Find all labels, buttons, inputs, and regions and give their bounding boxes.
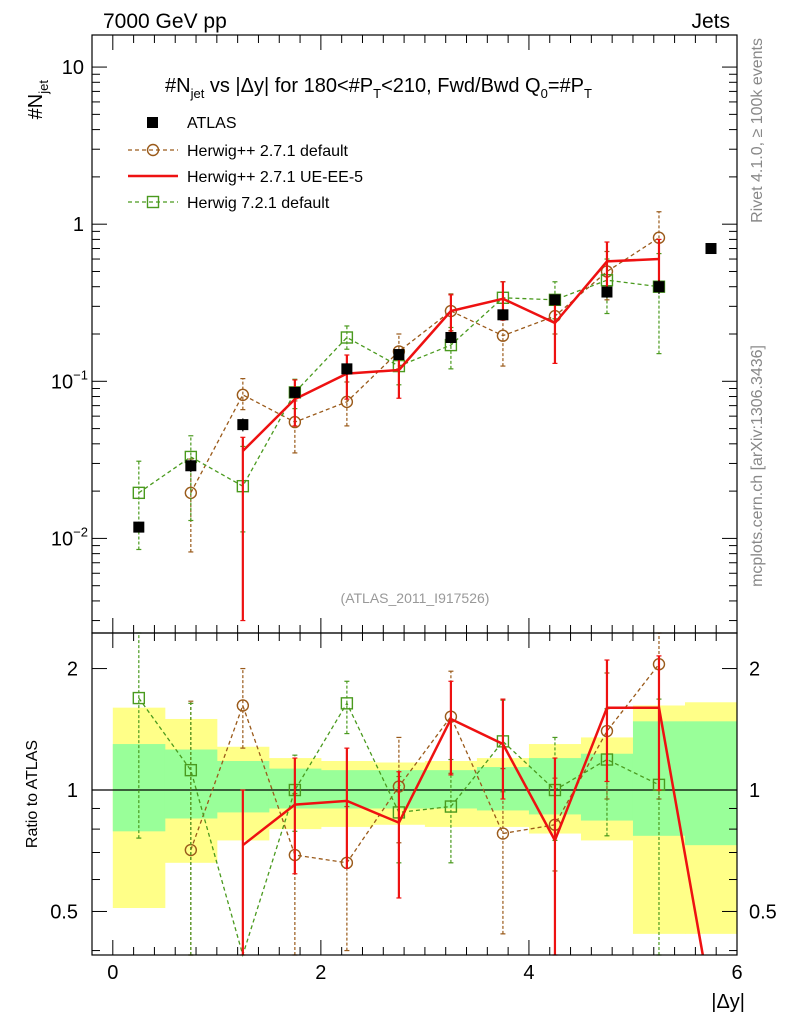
main-point-atlas xyxy=(445,331,457,343)
legend: ATLAS Herwig++ 2.7.1 default Herwig++ 2.… xyxy=(128,115,363,212)
legend-label-atlas: ATLAS xyxy=(187,115,237,132)
ratio-xtick-label: 4 xyxy=(523,962,534,984)
ratio-xtick-label: 6 xyxy=(731,962,742,984)
ratio-ytick-label-right: 0.5 xyxy=(749,901,777,923)
ratio-ytick-label: 0.5 xyxy=(50,901,78,923)
legend-label-herwig72: Herwig 7.2.1 default xyxy=(187,195,330,212)
main-point-atlas xyxy=(289,386,301,398)
ratio-point-herwig-default xyxy=(236,699,250,712)
ratio-panel: 0.5 0.5 1 1 2 2 0 2 4 6 Ratio to ATLAS |Δy| xyxy=(24,632,777,1013)
main-point-atlas xyxy=(133,521,145,533)
main-point-atlas xyxy=(653,281,665,293)
main-ytick-label: 10 xyxy=(62,57,84,79)
legend-label-herwig-ueee5: Herwig++ 2.7.1 UE-EE-5 xyxy=(187,169,363,186)
main-panel: 10−2 10−1 1 10 #Njet vs |Δy| for 180<#PT<21… xyxy=(25,34,738,634)
ratio-point-herwig72 xyxy=(132,691,146,705)
legend-entry-herwig-ueee5: Herwig++ 2.7.1 UE-EE-5 xyxy=(128,169,363,186)
ratio-point-herwig72 xyxy=(444,800,458,813)
ratio-ytick-label: 1 xyxy=(67,780,78,802)
ratio-point-herwig72 xyxy=(340,697,354,710)
legend-entry-herwig72: Herwig 7.2.1 default xyxy=(128,195,330,212)
legend-entry-atlas: ATLAS xyxy=(147,115,237,132)
main-point-herwig-default xyxy=(496,329,510,342)
main-point-herwig72 xyxy=(132,486,146,500)
main-ylabel: #Njet xyxy=(25,80,51,120)
ratio-line-herwig_ueee5 xyxy=(242,706,705,956)
main-ytick-label: 10−1 xyxy=(51,367,88,393)
ratio-point-herwig-default xyxy=(496,827,510,840)
ratio-line-herwig_default xyxy=(190,663,660,864)
ratio-ytick-label-right: 1 xyxy=(749,780,760,802)
main-point-herwig72 xyxy=(340,331,354,344)
ratio-point-herwig72 xyxy=(184,763,198,777)
x-axis-label: |Δy| xyxy=(711,991,745,1013)
main-point-atlas xyxy=(237,419,249,431)
main-point-atlas xyxy=(393,349,405,361)
header-left: 7000 GeV pp xyxy=(103,10,227,33)
legend-entry-herwig-default: Herwig++ 2.7.1 default xyxy=(128,143,349,160)
ratio-xtick-label: 2 xyxy=(315,962,326,984)
ratio-ytick-label-right: 2 xyxy=(749,659,760,681)
reference-tag: (ATLAS_2011_I917526) xyxy=(341,590,490,606)
header-right: Jets xyxy=(691,10,730,33)
main-ytick-label: 1 xyxy=(73,214,84,236)
main-point-atlas xyxy=(705,243,717,255)
main-ytick-label: 10−2 xyxy=(51,524,88,550)
ratio-xtick-label: 0 xyxy=(107,962,118,984)
main-point-atlas xyxy=(601,286,613,298)
ratio-band-inner xyxy=(684,721,738,846)
main-point-atlas xyxy=(497,309,509,321)
main-point-herwig-default xyxy=(236,388,250,402)
main-point-atlas xyxy=(185,460,197,472)
main-point-atlas xyxy=(549,294,561,306)
side-label-top: Rivet 4.1.0, ≥ 100k events xyxy=(749,38,766,223)
side-label-bottom: mcplots.cern.ch [arXiv:1306.3436] xyxy=(749,345,766,587)
ratio-ytick-label: 2 xyxy=(67,659,78,681)
legend-label-herwig-default: Herwig++ 2.7.1 default xyxy=(187,143,349,160)
main-point-atlas xyxy=(341,363,353,375)
plot-title: #Njet vs |Δy| for 180<#PT<210, Fwd/Bwd Q… xyxy=(165,75,592,101)
ratio-ylabel: Ratio to ATLAS xyxy=(24,740,41,848)
